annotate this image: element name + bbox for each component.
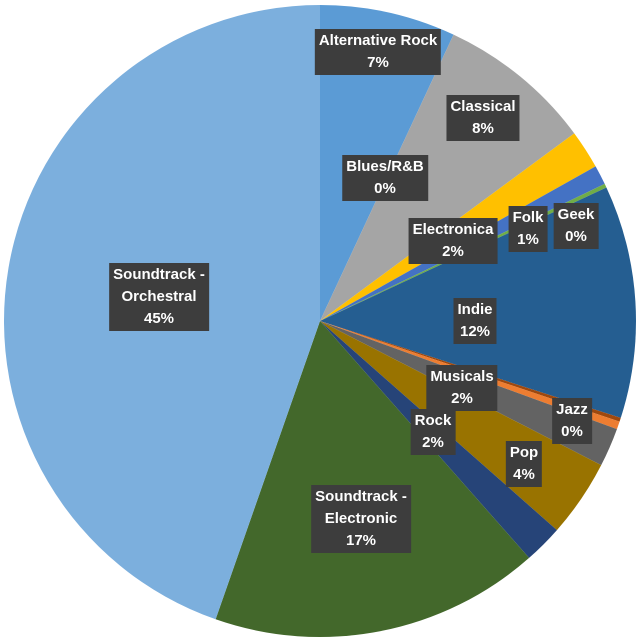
label-musicals: Musicals 2% — [426, 365, 498, 411]
label-blues-rb: Blues/R&B 0% — [342, 155, 428, 201]
data-label-category: Soundtrack - — [113, 266, 205, 283]
data-label-category: Indie — [457, 301, 493, 318]
data-label-value: 8% — [472, 120, 494, 137]
data-label-category: Folk — [512, 209, 544, 226]
data-label-value: 12% — [459, 323, 491, 340]
data-label-category: Alternative Rock — [318, 32, 438, 49]
data-label-category: Soundtrack - — [315, 488, 407, 505]
data-label-category: Blues/R&B — [346, 158, 424, 175]
data-label-category: Rock — [414, 412, 452, 429]
data-label-value: 0% — [565, 228, 587, 245]
data-label-value: 2% — [451, 390, 473, 407]
label-rock: Rock 2% — [410, 409, 456, 455]
label-geek: Geek 0% — [553, 203, 599, 249]
pie-slice-soundtrack-electronic — [215, 321, 530, 638]
label-jazz: Jazz 0% — [552, 398, 592, 444]
label-pop: Pop 4% — [505, 441, 543, 487]
label-soundtrack-electronic: Soundtrack - Electronic 17% — [311, 485, 411, 553]
label-folk: Folk 1% — [508, 206, 548, 252]
data-label-value: 7% — [367, 54, 389, 71]
label-classical: Classical 8% — [446, 95, 520, 141]
label-electronica: Electronica 2% — [408, 218, 498, 264]
data-label-category: Electronic — [324, 510, 398, 527]
data-label-value: 45% — [143, 310, 175, 327]
data-label-value: 17% — [345, 532, 377, 549]
data-label-value: 0% — [374, 180, 396, 197]
data-label-category: Musicals — [430, 368, 494, 385]
data-label-category: Classical — [450, 98, 516, 115]
data-label-category: Jazz — [556, 401, 588, 418]
label-alternative-rock: Alternative Rock 7% — [314, 29, 442, 75]
data-label-category: Geek — [557, 206, 595, 223]
data-label-value: 2% — [442, 243, 464, 260]
data-label-value: 2% — [422, 434, 444, 451]
label-indie: Indie 12% — [453, 298, 497, 344]
data-label-category: Electronica — [412, 221, 494, 238]
label-soundtrack-orchestral: Soundtrack - Orchestral 45% — [109, 263, 209, 331]
data-label-value: 0% — [561, 423, 583, 440]
data-label-value: 1% — [517, 231, 539, 248]
data-label-category: Pop — [509, 444, 539, 461]
data-label-category: Orchestral — [121, 288, 197, 305]
data-label-value: 4% — [513, 466, 535, 483]
